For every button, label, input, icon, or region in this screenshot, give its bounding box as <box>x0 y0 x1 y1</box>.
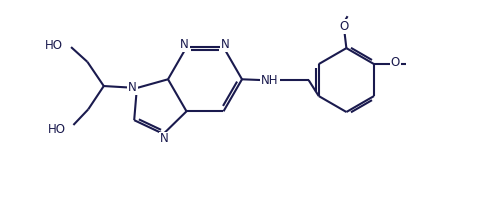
Text: N: N <box>128 81 136 94</box>
Text: N: N <box>221 38 230 51</box>
Text: HO: HO <box>45 39 62 52</box>
Text: O: O <box>391 56 400 69</box>
Text: O: O <box>340 20 349 33</box>
Text: N: N <box>160 133 168 145</box>
Text: HO: HO <box>47 123 66 136</box>
Text: NH: NH <box>261 74 279 87</box>
Text: N: N <box>180 38 189 51</box>
